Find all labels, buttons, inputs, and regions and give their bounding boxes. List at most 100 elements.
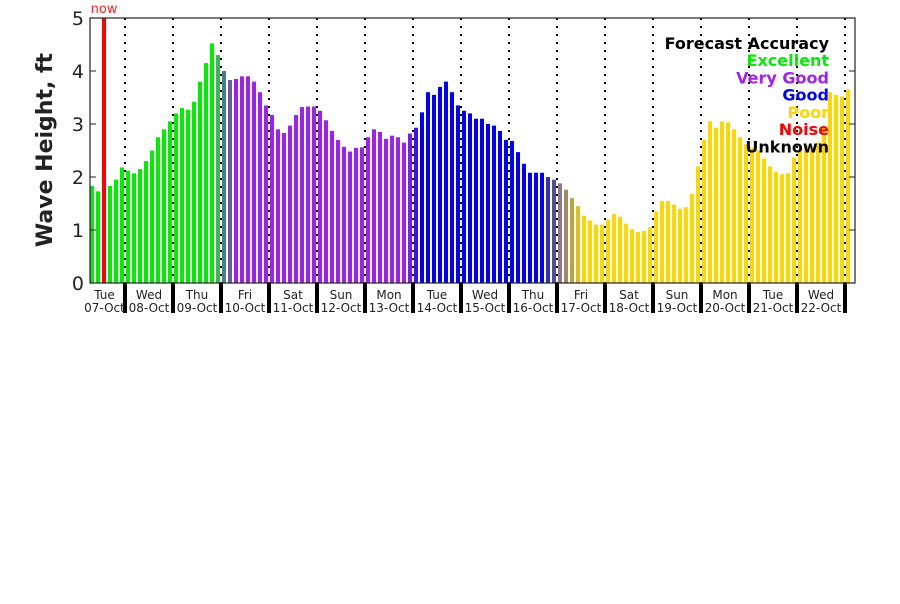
bar [348, 151, 352, 283]
x-tick-date: 17-Oct [561, 301, 602, 315]
bar [432, 94, 436, 283]
bar [510, 140, 514, 283]
bar [648, 227, 652, 283]
bar [684, 207, 688, 283]
bar [516, 152, 520, 283]
legend-entry: Poor [787, 103, 829, 122]
x-tick-date: 16-Oct [513, 301, 554, 315]
day-tick [459, 283, 463, 313]
legend-entry: Unknown [745, 138, 829, 157]
bar [222, 71, 226, 283]
legend-title: Forecast Accuracy [665, 34, 830, 53]
x-tick-date: 18-Oct [609, 301, 650, 315]
bar [642, 231, 646, 283]
bar [474, 118, 478, 283]
x-tick-date: 10-Oct [225, 301, 266, 315]
bar [558, 183, 562, 283]
bar [288, 125, 292, 283]
x-tick-date: 12-Oct [321, 301, 362, 315]
bar [738, 137, 742, 283]
bar [408, 133, 412, 283]
x-tick-dow: Fri [238, 288, 252, 302]
bar [744, 144, 748, 283]
bar [756, 150, 760, 283]
bar [330, 130, 334, 283]
bar [600, 224, 604, 283]
x-tick-dow: Thu [185, 288, 209, 302]
x-tick-dow: Fri [574, 288, 588, 302]
bar [792, 157, 796, 283]
x-tick-dow: Tue [93, 288, 115, 302]
bar [234, 78, 238, 283]
bar [306, 106, 310, 283]
bar [96, 191, 100, 283]
bar [606, 219, 610, 283]
y-tick-label: 4 [72, 61, 84, 83]
x-tick-dow: Sat [283, 288, 303, 302]
bar [450, 92, 454, 283]
day-tick [843, 283, 847, 313]
bar [366, 137, 370, 283]
bar [504, 139, 508, 283]
y-tick-label: 3 [72, 114, 84, 136]
bar [786, 173, 790, 283]
bar [438, 86, 442, 284]
day-tick [651, 283, 655, 313]
day-tick [507, 283, 511, 313]
day-tick [123, 283, 127, 313]
bar [780, 174, 784, 283]
bar [354, 147, 358, 283]
bar [540, 172, 544, 283]
bar [564, 189, 568, 283]
bar [822, 126, 826, 284]
bar [318, 110, 322, 283]
bar [810, 147, 814, 283]
bar [456, 105, 460, 283]
x-tick-date: 14-Oct [417, 301, 458, 315]
bar [396, 137, 400, 283]
legend-entry: Excellent [747, 51, 830, 70]
y-tick-label: 5 [72, 8, 84, 30]
bar [168, 121, 172, 283]
bar [228, 80, 232, 283]
bar [138, 169, 142, 283]
bar [294, 114, 298, 284]
bar [360, 147, 364, 283]
x-tick-date: 08-Oct [129, 301, 170, 315]
bar [390, 135, 394, 283]
plot-frame [89, 17, 856, 284]
bar [486, 124, 490, 283]
bar [132, 173, 136, 283]
bar [714, 127, 718, 284]
x-tick-date: 22-Oct [801, 301, 842, 315]
bar [618, 216, 622, 283]
bar [144, 161, 148, 283]
bar [678, 208, 682, 283]
bar [372, 129, 376, 283]
bar [534, 172, 538, 283]
x-tick-dow: Sun [330, 288, 353, 302]
bar [498, 130, 502, 283]
bar [624, 223, 628, 283]
x-tick-dow: Mon [376, 288, 401, 302]
bar [276, 129, 280, 283]
bar [282, 133, 286, 283]
bar [174, 113, 178, 284]
day-tick [795, 283, 799, 313]
y-tick-label: 0 [72, 273, 84, 295]
day-tick [747, 283, 751, 313]
bar [420, 112, 424, 283]
day-tick [171, 283, 175, 313]
bar [180, 108, 184, 283]
bar [216, 55, 220, 283]
bar [798, 150, 802, 283]
bar [816, 142, 820, 283]
x-tick-date: 09-Oct [177, 301, 218, 315]
x-tick-date: 19-Oct [657, 301, 698, 315]
bar [162, 129, 166, 283]
y-tick-label: 1 [72, 220, 84, 242]
day-tick [267, 283, 271, 313]
bar [690, 193, 694, 283]
bar [750, 147, 754, 283]
